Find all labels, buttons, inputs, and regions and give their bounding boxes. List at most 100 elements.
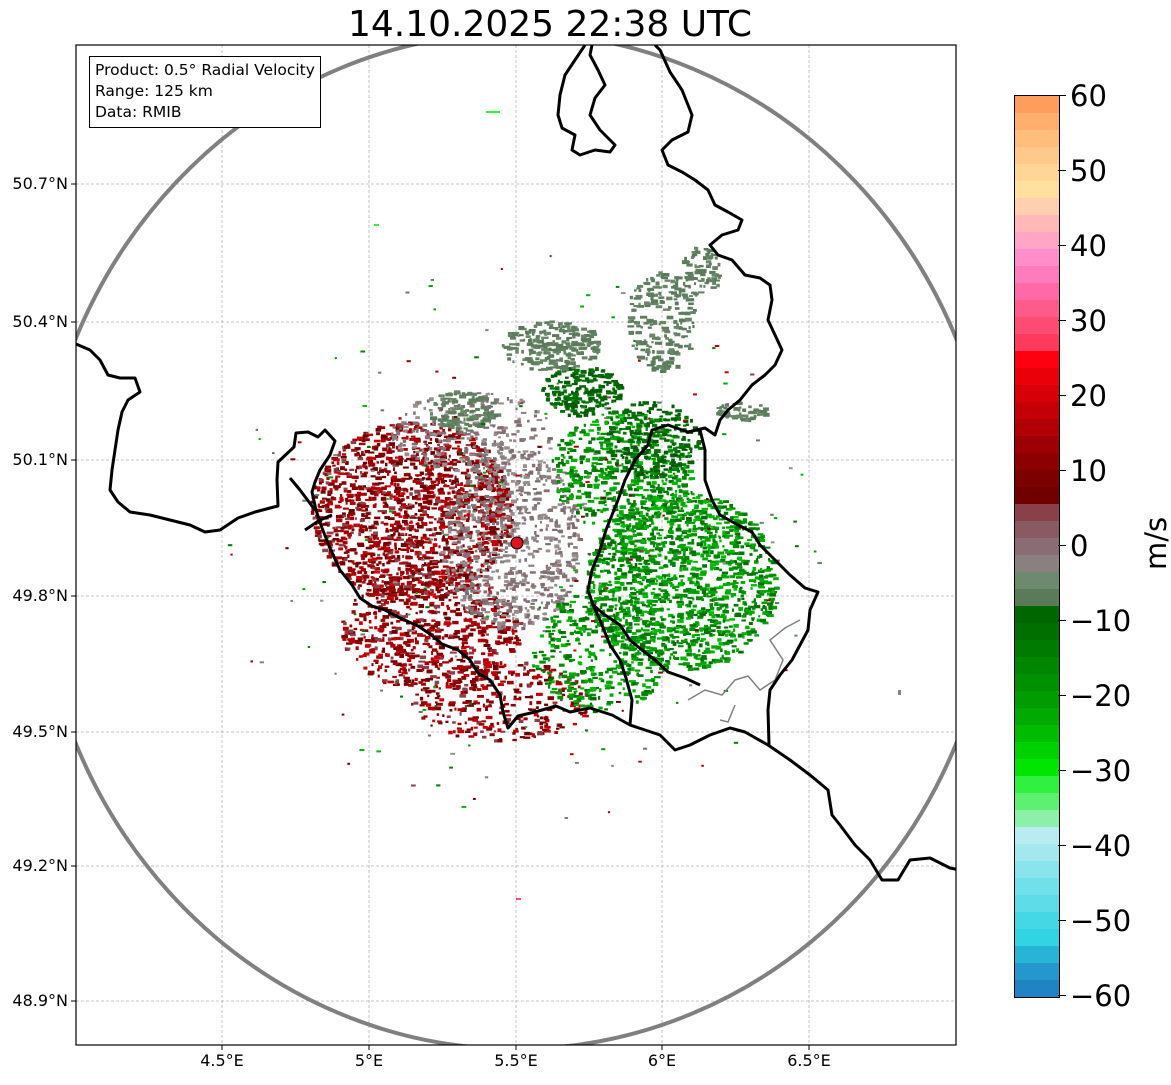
velocity-echo <box>452 541 458 545</box>
velocity-echo <box>423 598 428 601</box>
velocity-echo <box>342 638 347 641</box>
velocity-echo <box>418 551 422 556</box>
velocity-echo <box>464 502 470 505</box>
velocity-echo <box>427 610 434 613</box>
velocity-echo <box>452 679 457 683</box>
velocity-echo <box>722 530 726 535</box>
velocity-echo <box>448 427 452 432</box>
velocity-echo <box>417 509 424 513</box>
velocity-echo <box>469 618 473 623</box>
velocity-echo <box>485 393 490 396</box>
velocity-echo <box>498 484 501 488</box>
velocity-echo <box>548 593 554 597</box>
velocity-echo <box>410 544 416 548</box>
velocity-echo <box>489 552 492 556</box>
velocity-echo <box>469 686 473 691</box>
velocity-echo <box>738 536 744 539</box>
velocity-echo <box>379 630 384 633</box>
velocity-echo <box>543 716 549 721</box>
velocity-echo <box>495 640 501 645</box>
velocity-echo <box>431 532 436 537</box>
velocity-echo <box>461 666 465 669</box>
velocity-echo <box>701 655 707 659</box>
velocity-echo <box>672 447 678 452</box>
velocity-echo <box>711 645 718 649</box>
velocity-echo <box>431 651 434 655</box>
velocity-echo <box>763 598 767 602</box>
velocity-echo <box>677 612 684 616</box>
velocity-echo <box>472 444 476 448</box>
velocity-echo <box>683 589 690 593</box>
velocity-echo <box>550 571 555 575</box>
velocity-echo <box>386 573 393 576</box>
velocity-echo <box>683 512 688 515</box>
velocity-echo <box>733 539 738 543</box>
velocity-echo <box>498 487 501 491</box>
velocity-echo <box>675 465 683 468</box>
velocity-echo <box>615 611 620 616</box>
velocity-echo <box>452 620 459 625</box>
velocity-echo <box>360 492 367 496</box>
velocity-echo <box>409 492 413 496</box>
velocity-echo <box>365 438 370 442</box>
velocity-echo <box>560 479 564 482</box>
velocity-echo <box>380 434 386 438</box>
velocity-echo <box>574 473 580 477</box>
velocity-echo <box>520 474 523 478</box>
velocity-echo <box>458 679 462 683</box>
velocity-echo <box>444 514 452 518</box>
velocity-echo <box>341 537 348 541</box>
velocity-echo <box>676 624 682 628</box>
velocity-echo <box>692 530 697 533</box>
velocity-echo <box>353 475 359 480</box>
velocity-echo <box>446 606 451 611</box>
velocity-echo <box>495 509 499 513</box>
velocity-echo <box>676 640 679 644</box>
velocity-echo <box>423 715 428 718</box>
velocity-echo <box>457 536 464 541</box>
velocity-echo <box>484 519 490 522</box>
velocity-echo <box>418 660 426 663</box>
velocity-echo <box>592 585 596 590</box>
velocity-echo <box>690 642 695 647</box>
velocity-echo <box>387 472 390 476</box>
velocity-echo <box>559 498 562 502</box>
velocity-echo <box>477 612 483 616</box>
velocity-echo <box>326 555 333 559</box>
velocity-echo <box>735 581 739 585</box>
velocity-echo <box>492 650 497 655</box>
velocity-echo <box>500 548 503 552</box>
velocity-echo <box>697 616 703 620</box>
velocity-echo <box>403 473 411 477</box>
velocity-echo <box>717 551 725 555</box>
velocity-echo <box>630 603 633 606</box>
velocity-echo <box>722 535 726 538</box>
velocity-echo <box>462 504 466 509</box>
velocity-echo <box>603 569 610 572</box>
velocity-echo <box>682 641 688 644</box>
velocity-echo <box>422 429 427 432</box>
velocity-echo <box>642 521 647 526</box>
velocity-echo <box>545 543 551 546</box>
velocity-echo <box>525 588 530 592</box>
velocity-echo <box>488 537 491 540</box>
velocity-echo <box>748 579 756 583</box>
velocity-echo <box>424 590 429 594</box>
velocity-echo <box>415 474 422 477</box>
velocity-echo <box>618 510 624 515</box>
velocity-echo <box>438 687 441 690</box>
velocity-echo <box>383 679 388 682</box>
velocity-echo <box>660 589 667 592</box>
velocity-echo <box>585 512 589 517</box>
velocity-echo <box>535 550 540 553</box>
velocity-echo <box>375 661 379 665</box>
velocity-echo <box>570 515 574 518</box>
velocity-echo <box>458 540 461 544</box>
velocity-echo <box>505 534 512 538</box>
velocity-echo <box>395 662 402 667</box>
velocity-echo <box>559 672 563 676</box>
velocity-echo <box>377 472 380 475</box>
velocity-echo <box>343 621 347 626</box>
velocity-echo <box>325 510 328 513</box>
velocity-echo <box>673 506 680 510</box>
